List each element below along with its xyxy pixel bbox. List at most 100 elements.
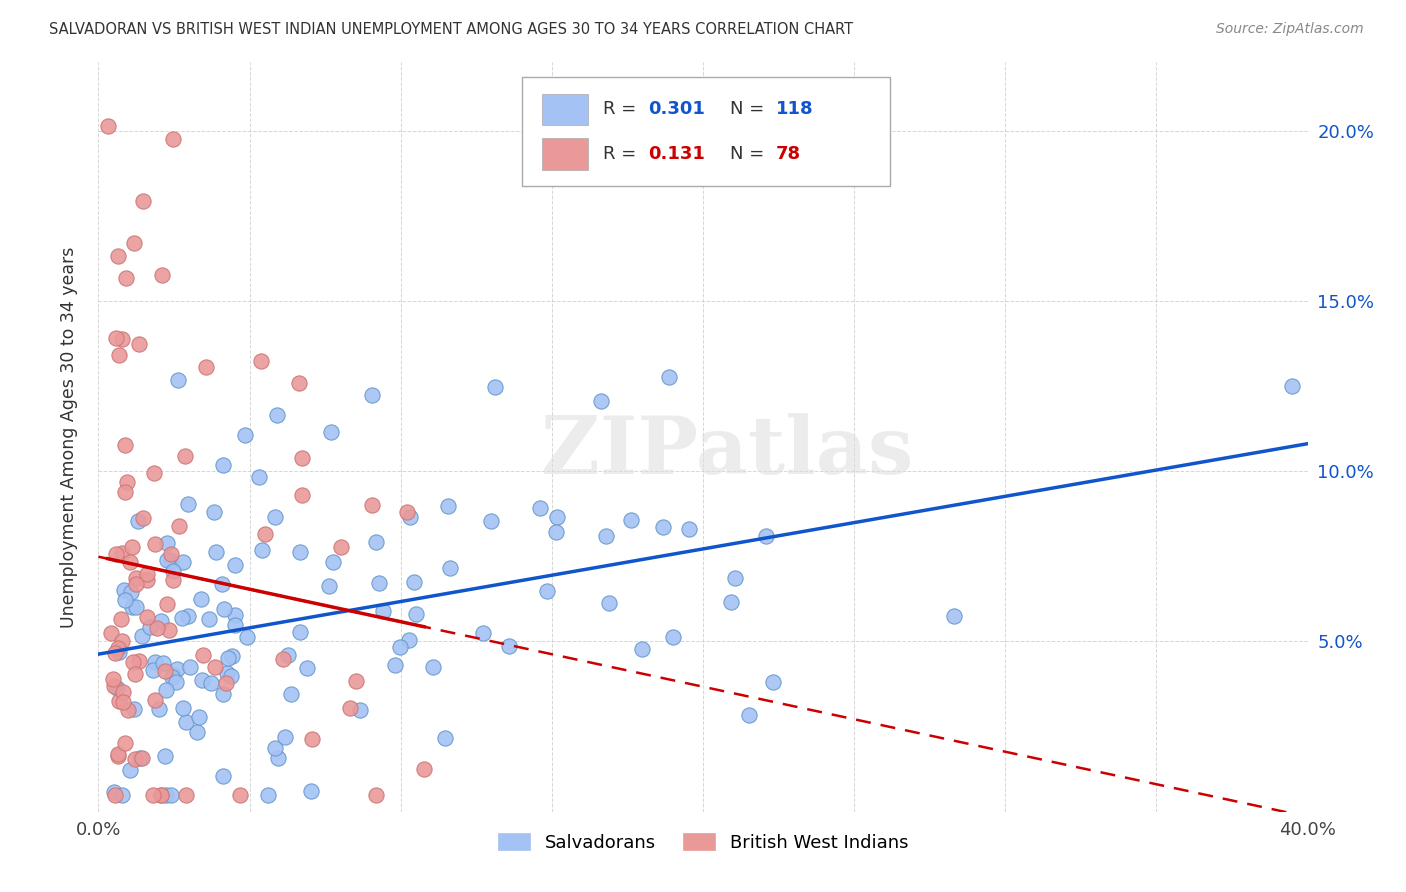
Point [155,597,177,611]
Point [215,676,238,690]
Point [301,732,323,747]
Point [211,577,233,591]
Point [115,270,138,285]
Text: ZIPatlas: ZIPatlas [541,413,914,491]
Point [121,600,143,615]
Point [129,750,152,764]
Point [288,545,311,559]
Point [595,529,617,543]
Point [138,620,160,634]
Point [125,571,148,585]
Point [155,788,177,802]
Point [395,505,418,519]
Text: R =: R = [603,101,641,119]
Point [589,394,612,409]
Point [321,425,343,439]
Point [221,648,243,663]
Point [124,667,146,681]
Point [167,519,190,533]
Point [121,541,143,555]
Point [143,693,166,707]
Point [471,626,494,640]
Text: 78: 78 [776,145,800,163]
Point [720,595,742,609]
Point [657,369,679,384]
Point [318,579,340,593]
Point [662,630,685,644]
Text: N =: N = [730,101,769,119]
Point [484,380,506,394]
Point [150,268,173,282]
Point [132,510,155,524]
Point [479,514,502,528]
Point [271,652,294,666]
Point [104,788,127,802]
Point [117,703,139,717]
Point [132,194,155,208]
Point [153,749,176,764]
Point [546,509,568,524]
Point [194,359,217,374]
Point [598,596,620,610]
Point [205,545,228,559]
Text: 118: 118 [776,101,813,119]
Point [118,763,141,777]
Point [108,645,131,659]
Point [367,576,389,591]
Point [114,438,136,452]
Point [122,702,145,716]
Legend: Salvadorans, British West Indians: Salvadorans, British West Indians [491,826,915,859]
Point [212,458,235,472]
Point [107,641,129,656]
Point [121,656,143,670]
Point [364,535,387,549]
Point [678,522,700,536]
Point [108,694,131,708]
Point [155,683,177,698]
Point [159,554,181,568]
Point [652,520,675,534]
Text: SALVADORAN VS BRITISH WEST INDIAN UNEMPLOYMENT AMONG AGES 30 TO 34 YEARS CORRELA: SALVADORAN VS BRITISH WEST INDIAN UNEMPL… [49,22,853,37]
Point [111,788,134,802]
Point [152,656,174,670]
Point [150,788,173,802]
Point [105,547,128,561]
Point [131,751,153,765]
Point [266,409,288,423]
Point [143,537,166,551]
Point [104,646,127,660]
Point [128,655,150,669]
Point [160,788,183,802]
Point [136,566,159,581]
Point [219,669,242,683]
Point [224,558,246,572]
Point [215,666,238,681]
Point [330,540,353,554]
Text: 0.301: 0.301 [648,101,706,119]
Point [1281,378,1303,392]
Point [322,555,344,569]
Point [498,639,520,653]
Point [346,673,368,688]
Point [236,631,259,645]
Point [200,675,222,690]
Point [361,498,384,512]
Point [127,514,149,528]
Point [413,763,436,777]
Point [224,607,246,622]
Text: Source: ZipAtlas.com: Source: ZipAtlas.com [1216,22,1364,37]
Point [229,788,252,802]
Point [235,428,257,442]
Point [124,752,146,766]
Point [162,668,184,682]
Point [128,337,150,351]
Point [250,354,273,368]
Point [162,132,184,146]
Point [254,526,277,541]
Point [762,674,785,689]
Point [103,672,125,686]
Point [107,348,129,362]
Point [111,545,134,559]
Point [148,702,170,716]
Point [186,725,208,739]
